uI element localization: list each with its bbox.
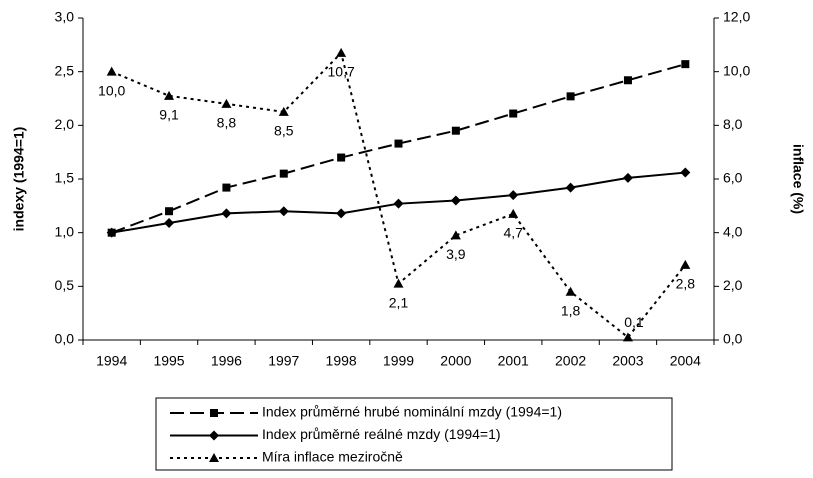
y-tick-label: 1,0: [55, 223, 75, 239]
x-tick-label: 1998: [326, 353, 357, 369]
data-point: [565, 182, 576, 193]
data-point: [164, 218, 175, 229]
y-tick-label: 3,0: [55, 9, 75, 25]
x-tick-label: 2003: [612, 353, 643, 369]
x-tick-label: 1997: [268, 353, 299, 369]
data-point: [336, 47, 347, 57]
data-point: [278, 106, 289, 116]
data-label: 4,7: [503, 225, 523, 241]
data-point: [394, 139, 403, 148]
data-point: [450, 195, 461, 206]
data-point: [451, 126, 460, 135]
legend-label: Index průměrné reálné mzdy (1994=1): [262, 426, 501, 442]
y-tick-label: 0,0: [55, 331, 75, 347]
data-point: [393, 198, 404, 209]
data-point: [221, 208, 232, 219]
data-point: [106, 227, 117, 238]
legend-label: Míra inflace meziročně: [262, 449, 403, 465]
legend-marker: [209, 430, 219, 441]
x-tick-label: 2004: [670, 353, 701, 369]
y-tick-label: 1,5: [55, 170, 75, 186]
data-label: 10,0: [98, 82, 125, 98]
data-point: [622, 172, 633, 183]
data-label: 10,7: [328, 64, 355, 80]
data-point: [165, 207, 174, 216]
data-label: 1,8: [561, 302, 581, 318]
y2-tick-label: 12,0: [723, 9, 750, 25]
data-label: 3,9: [446, 246, 466, 262]
data-point: [680, 167, 691, 178]
data-label: 2,8: [676, 276, 696, 292]
data-point: [566, 92, 575, 101]
data-point: [221, 98, 232, 108]
x-tick-label: 1996: [211, 353, 242, 369]
y2-tick-label: 0,0: [723, 331, 743, 347]
data-point: [279, 169, 288, 178]
y2-tick-label: 8,0: [723, 116, 743, 132]
x-tick-label: 1999: [383, 353, 414, 369]
data-point: [565, 286, 576, 296]
y-axis-title: indexy (1994=1): [11, 127, 27, 232]
y2-axis-title: inflace (%): [790, 144, 806, 214]
x-tick-label: 1994: [96, 353, 127, 369]
data-point: [337, 153, 346, 162]
data-point: [509, 109, 518, 118]
data-point: [622, 332, 633, 342]
x-tick-label: 2000: [440, 353, 471, 369]
data-point: [508, 208, 519, 218]
data-point: [393, 278, 404, 288]
data-point: [508, 190, 519, 201]
data-point: [106, 66, 117, 76]
legend-marker: [209, 453, 219, 462]
legend-marker: [210, 409, 218, 417]
data-point: [680, 259, 691, 269]
y2-tick-label: 2,0: [723, 277, 743, 293]
y-tick-label: 2,5: [55, 62, 75, 78]
data-point: [450, 230, 461, 240]
data-point: [164, 90, 175, 100]
legend-label: Index průměrné hrubé nominální mzdy (199…: [262, 404, 562, 420]
y-tick-label: 2,0: [55, 116, 75, 132]
y2-tick-label: 6,0: [723, 170, 743, 186]
data-point: [681, 60, 690, 69]
data-label: 8,5: [274, 123, 294, 139]
data-label: 0,1: [624, 314, 644, 330]
x-tick-label: 2002: [555, 353, 586, 369]
data-point: [222, 183, 231, 192]
data-label: 8,8: [217, 115, 237, 131]
y2-tick-label: 10,0: [723, 62, 750, 78]
x-tick-label: 1995: [153, 353, 184, 369]
data-label: 2,1: [389, 294, 409, 310]
y2-tick-label: 4,0: [723, 223, 743, 239]
data-point: [278, 206, 289, 217]
data-label: 9,1: [159, 107, 179, 123]
x-tick-label: 2001: [498, 353, 529, 369]
y-tick-label: 0,5: [55, 277, 75, 293]
data-point: [623, 76, 632, 85]
data-point: [336, 208, 347, 219]
